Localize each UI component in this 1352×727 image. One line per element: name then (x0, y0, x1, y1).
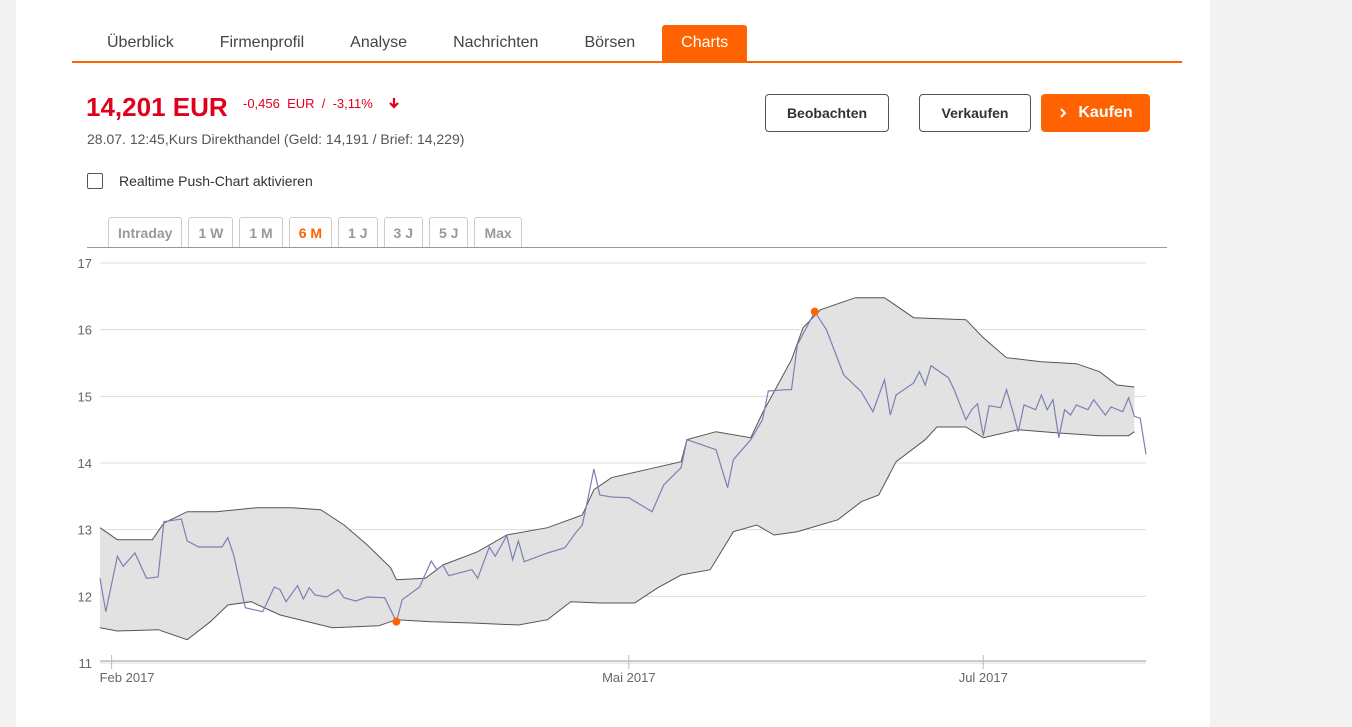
range-button[interactable]: 6 M (288, 217, 333, 247)
quote-details: 28.07. 12:45,Kurs Direkthandel (Geld: 14… (87, 131, 465, 147)
nav-tab[interactable]: Firmenprofil (219, 34, 305, 51)
price: 14,201 EUR (86, 92, 228, 122)
y-tick-label: 13 (78, 523, 92, 538)
extreme-marker (392, 617, 401, 626)
tab-bar: Überblick Firmenprofil Analyse Nachrichten B… (84, 25, 748, 61)
nav-tab[interactable]: Börsen (584, 34, 636, 51)
y-tick-label: 16 (78, 323, 92, 338)
y-tick-label: 17 (78, 256, 92, 271)
nav-tab[interactable]: Nachrichten (453, 34, 539, 51)
nav-tab[interactable]: Charts (662, 25, 748, 61)
checkbox-label: Realtime Push-Chart aktivieren (119, 173, 313, 189)
chart: 11 12 13 14 15 16 17 Feb 2017 Mai 2017 Jul 2017 (78, 256, 1147, 685)
range-button[interactable]: 5 J (428, 217, 469, 247)
y-tick-label: 12 (78, 589, 92, 604)
buy-button[interactable]: Kaufen (1041, 94, 1150, 132)
band-area (100, 297, 1135, 640)
chevron-icon (1060, 108, 1067, 118)
extreme-marker (810, 307, 819, 316)
y-tick-label: 15 (78, 389, 92, 404)
range-button[interactable]: Max (474, 217, 522, 247)
x-tick-label: Jul 2017 (959, 670, 1008, 685)
x-tick-label: Mai 2017 (602, 670, 655, 685)
range-button[interactable]: 1 W (188, 217, 234, 247)
nav-tab[interactable]: Analyse (350, 34, 408, 51)
down-arrow (389, 98, 399, 109)
nav-tab[interactable]: Überblick (107, 34, 174, 51)
range-button[interactable]: 3 J (383, 217, 423, 247)
range-button[interactable]: 1 J (338, 217, 378, 247)
price-line (99, 310, 1147, 624)
watch-button[interactable]: Beobachten (765, 94, 889, 132)
range-button[interactable]: Intraday (108, 217, 183, 247)
range-button[interactable]: 1 M (239, 217, 283, 247)
tab-underline (72, 61, 1182, 63)
range-underline (87, 247, 1167, 248)
y-tick-label: 14 (78, 456, 92, 471)
price-change: -0,456 EUR / -3,11% (243, 96, 373, 111)
band-upper (99, 297, 1135, 581)
sell-button[interactable]: Verkaufen (919, 94, 1031, 132)
checkbox[interactable] (87, 173, 103, 189)
y-tick-label: 11 (79, 656, 93, 671)
band-lower (99, 426, 1135, 641)
buy-label: Kaufen (1078, 104, 1133, 121)
x-tick-label: Feb 2017 (100, 670, 155, 685)
